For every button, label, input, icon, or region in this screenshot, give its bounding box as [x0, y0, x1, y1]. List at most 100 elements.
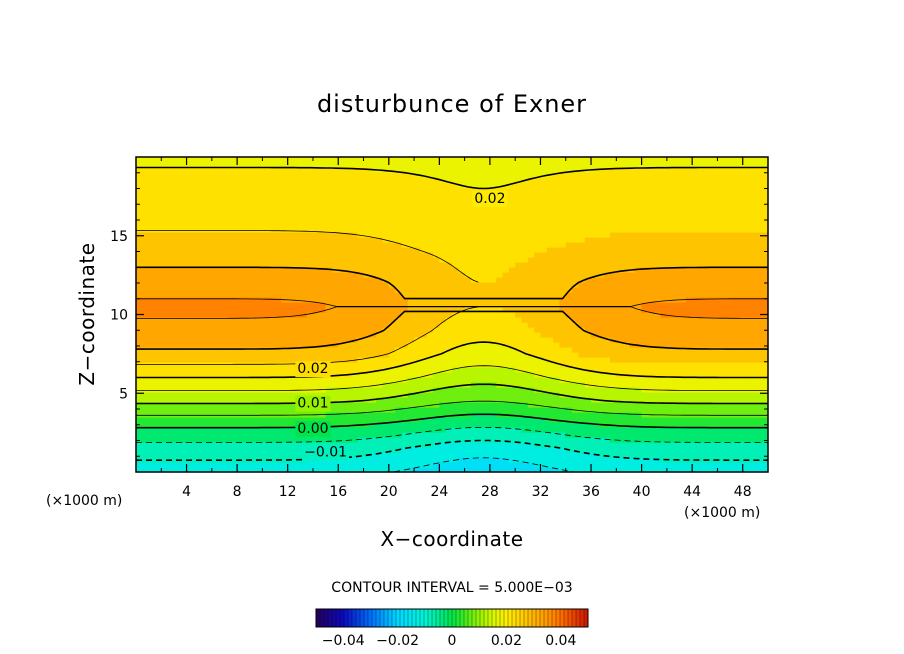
heatmap-cell: [527, 292, 535, 298]
heatmap-cell: [433, 362, 440, 368]
heatmap-cell: [192, 292, 200, 298]
heatmap-cell: [148, 297, 156, 303]
heatmap-cell: [534, 352, 542, 358]
heatmap-cell: [167, 297, 175, 303]
heatmap-cell: [736, 297, 744, 303]
heatmap-cell: [527, 467, 535, 472]
heatmap-cell: [477, 262, 485, 268]
heatmap-cell: [388, 457, 396, 463]
heatmap-cell: [243, 322, 251, 328]
heatmap-cell: [685, 227, 693, 233]
heatmap-cell: [344, 337, 352, 343]
heatmap-cell: [433, 297, 440, 303]
heatmap-cell: [350, 302, 358, 308]
heatmap-cell: [489, 387, 497, 393]
heatmap-cell: [275, 357, 282, 363]
heatmap-cell: [508, 367, 516, 373]
heatmap-cell: [243, 342, 251, 348]
heatmap-cell: [426, 302, 434, 308]
heatmap-cell: [142, 257, 150, 263]
heatmap-cell: [521, 362, 529, 368]
heatmap-cell: [388, 302, 396, 308]
heatmap-cell: [445, 392, 453, 398]
heatmap-cell: [344, 382, 352, 388]
heatmap-cell: [616, 417, 624, 423]
heatmap-cell: [742, 282, 750, 288]
heatmap-cell: [433, 257, 440, 263]
heatmap-cell: [723, 287, 731, 293]
heatmap-cell: [673, 317, 681, 323]
heatmap-cell: [515, 377, 523, 383]
heatmap-cell: [142, 422, 150, 428]
heatmap-cell: [730, 342, 737, 348]
heatmap-cell: [723, 407, 731, 413]
heatmap-cell: [483, 282, 491, 288]
heatmap-cell: [565, 412, 573, 418]
heatmap-cell: [148, 412, 156, 418]
heatmap-cell: [572, 347, 579, 353]
heatmap-cell: [325, 307, 333, 313]
heatmap-cell: [388, 377, 396, 383]
heatmap-cell: [483, 362, 491, 368]
heatmap-cell: [287, 347, 295, 353]
heatmap-cell: [496, 407, 504, 413]
heatmap-cell: [685, 337, 693, 343]
heatmap-cell: [186, 277, 194, 283]
heatmap-cell: [628, 287, 636, 293]
heatmap-cell: [173, 257, 181, 263]
heatmap-cell: [647, 462, 655, 468]
heatmap-cell: [464, 442, 472, 448]
heatmap-cell: [186, 427, 194, 433]
heatmap-cell: [496, 287, 504, 293]
heatmap-cell: [439, 307, 447, 313]
heatmap-cell: [338, 432, 346, 438]
heatmap-cell: [502, 432, 510, 438]
heatmap-cell: [180, 462, 188, 468]
heatmap-cell: [281, 467, 289, 472]
heatmap-cell: [452, 292, 459, 298]
heatmap-cell: [407, 272, 415, 278]
heatmap-cell: [464, 447, 472, 453]
heatmap-cell: [350, 247, 358, 253]
heatmap-cell: [711, 242, 719, 248]
heatmap-cell: [534, 247, 542, 253]
heatmap-cell: [211, 232, 219, 238]
heatmap-cell: [148, 342, 156, 348]
heatmap-cell: [256, 462, 263, 468]
heatmap-cell: [439, 262, 447, 268]
heatmap-cell: [369, 322, 377, 328]
heatmap-cell: [692, 237, 700, 243]
heatmap-cell: [319, 302, 327, 308]
heatmap-cell: [445, 457, 453, 463]
heatmap-cell: [489, 307, 497, 313]
heatmap-cell: [199, 457, 207, 463]
heatmap-cell: [622, 287, 630, 293]
heatmap-cell: [717, 272, 725, 278]
heatmap-cell: [736, 307, 744, 313]
heatmap-cell: [331, 417, 339, 423]
heatmap-cell: [704, 272, 712, 278]
heatmap-cell: [407, 302, 415, 308]
heatmap-cell: [414, 222, 421, 228]
heatmap-cell: [540, 232, 548, 238]
heatmap-cell: [622, 277, 630, 283]
heatmap-cell: [173, 222, 181, 228]
heatmap-cell: [730, 222, 737, 228]
heatmap-cell: [489, 372, 497, 378]
heatmap-cell: [161, 297, 169, 303]
heatmap-cell: [338, 337, 346, 343]
heatmap-cell: [211, 377, 219, 383]
heatmap-cell: [761, 292, 768, 298]
heatmap-cell: [458, 442, 466, 448]
heatmap-cell: [502, 417, 510, 423]
heatmap-cell: [622, 392, 630, 398]
heatmap-cell: [692, 332, 700, 338]
heatmap-cell: [237, 277, 245, 283]
heatmap-cell: [211, 292, 219, 298]
heatmap-cell: [698, 402, 706, 408]
heatmap-cell: [679, 242, 687, 248]
heatmap-cell: [426, 332, 434, 338]
heatmap-cell: [154, 302, 162, 308]
heatmap-cell: [154, 447, 162, 453]
heatmap-cell: [749, 417, 756, 423]
